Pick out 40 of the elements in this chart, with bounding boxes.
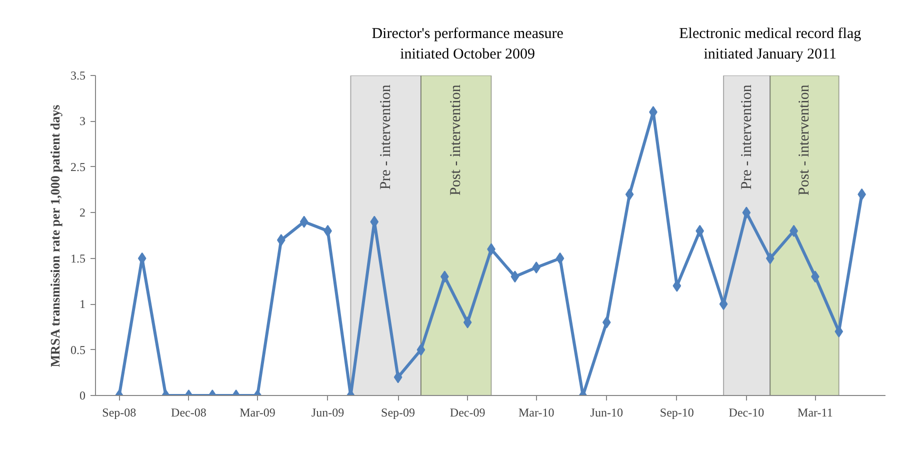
x-tick-label: Dec-10 <box>728 406 764 420</box>
point <box>834 326 844 338</box>
point <box>463 316 472 328</box>
x-tick-label: Jun-09 <box>311 406 344 420</box>
annotation: Electronic medical record flag initiated January 2011 <box>679 26 862 63</box>
band-label: Post - intervention <box>448 84 464 196</box>
x-tick-label: Jun-10 <box>590 406 623 420</box>
point <box>276 234 286 246</box>
y-tick-label: 2 <box>80 206 86 220</box>
x-tick-label: Sep-09 <box>381 406 416 420</box>
annotation: Director's performance measure initiated October 2009 <box>372 26 564 63</box>
y-tick-label: 3.5 <box>70 68 86 82</box>
band-label: Pre - intervention <box>378 84 394 190</box>
x-tick-label: Sep-08 <box>102 406 136 420</box>
x-tick-label: Dec-08 <box>171 406 206 420</box>
point <box>440 270 449 283</box>
x-tick-label: Mar-10 <box>518 406 554 420</box>
point <box>510 270 520 283</box>
y-tick-label: 0 <box>80 388 86 402</box>
y-tick-label: 0.5 <box>70 342 86 357</box>
y-tick-label: 3 <box>80 114 86 128</box>
y-tick-label: 1.5 <box>70 251 86 266</box>
point <box>556 252 564 264</box>
point <box>300 216 308 228</box>
x-tick-label: Mar-11 <box>798 406 833 420</box>
point <box>766 252 774 264</box>
band-label: Post - intervention <box>796 84 813 196</box>
x-tick-label: Mar-09 <box>240 406 276 420</box>
band-label: Pre - intervention <box>738 84 755 190</box>
point <box>602 316 611 328</box>
x-tick-label: Dec-09 <box>450 406 486 420</box>
point <box>532 262 541 274</box>
y-tick-label: 2.5 <box>70 160 86 174</box>
y-tick-label: 1 <box>80 297 86 312</box>
point <box>696 224 704 237</box>
y-axis-title: MRSA transmission rate per 1,000 patient days <box>48 104 62 368</box>
point <box>719 298 728 310</box>
point <box>742 206 751 219</box>
point <box>625 188 634 200</box>
x-tick-label: Sep-10 <box>660 406 694 420</box>
